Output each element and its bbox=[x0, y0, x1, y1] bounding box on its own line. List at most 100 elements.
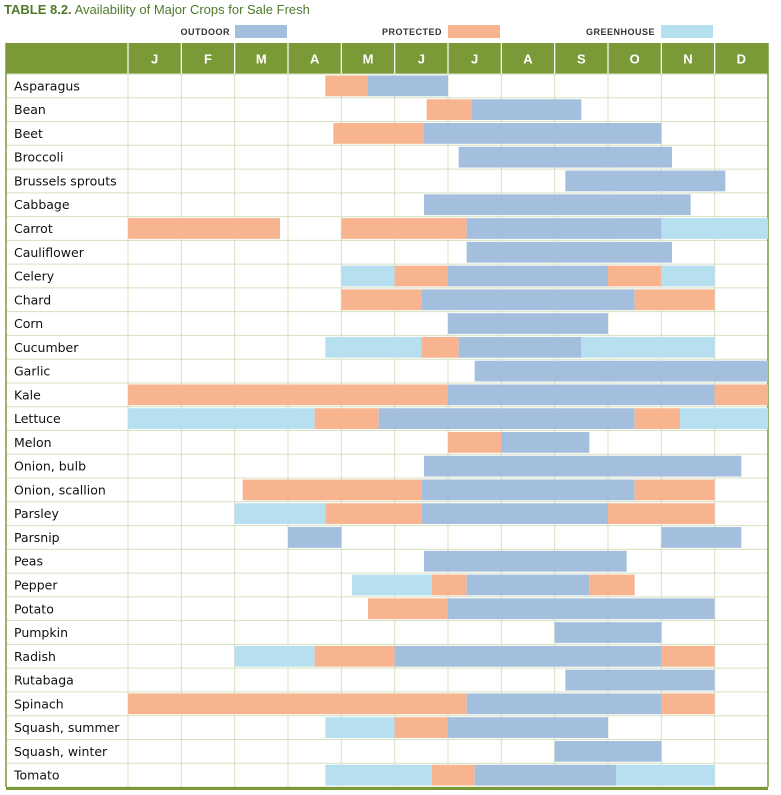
availability-bar bbox=[458, 336, 582, 358]
crop-label: Peas bbox=[14, 554, 43, 569]
availability-bar bbox=[341, 265, 395, 287]
availability-bar bbox=[474, 360, 768, 382]
availability-bar bbox=[333, 123, 424, 144]
availability-bar bbox=[661, 265, 715, 287]
table-caption: Availability of Major Crops for Sale Fre… bbox=[74, 2, 310, 17]
availability-bar bbox=[424, 123, 662, 144]
availability-bar bbox=[554, 740, 662, 762]
month-label-5: M bbox=[363, 52, 374, 67]
crop-label: Broccoli bbox=[14, 150, 63, 165]
availability-bar bbox=[128, 693, 467, 715]
availability-bar bbox=[352, 574, 432, 596]
month-label-7: J bbox=[471, 52, 478, 67]
crop-label: Melon bbox=[14, 435, 52, 450]
availability-bar bbox=[325, 336, 422, 358]
month-label-3: M bbox=[256, 52, 267, 67]
availability-bar bbox=[421, 479, 635, 501]
availability-bar bbox=[661, 645, 715, 667]
availability-bar bbox=[314, 645, 395, 667]
crop-label: Chard bbox=[14, 292, 51, 307]
availability-bar bbox=[432, 764, 475, 786]
availability-bar bbox=[466, 693, 662, 715]
legend-protected-label: PROTECTED bbox=[381, 27, 442, 37]
crop-label: Tomato bbox=[13, 768, 60, 783]
crop-label: Spinach bbox=[14, 696, 64, 711]
availability-bar bbox=[314, 408, 379, 429]
availability-bar bbox=[341, 218, 467, 239]
availability-bar bbox=[448, 313, 608, 334]
crop-label: Onion, bulb bbox=[14, 459, 86, 474]
crop-label: Kale bbox=[14, 387, 41, 402]
availability-bar bbox=[661, 218, 768, 239]
availability-bar bbox=[554, 622, 662, 643]
crop-label: Rutabaga bbox=[14, 673, 74, 688]
availability-bar bbox=[501, 432, 590, 453]
crop-label: Pumpkin bbox=[14, 625, 68, 640]
availability-bar bbox=[421, 503, 608, 525]
month-label-9: S bbox=[577, 52, 586, 67]
table-number: TABLE 8.2. bbox=[4, 2, 72, 17]
month-label-6: J bbox=[418, 52, 425, 67]
crop-label: Lettuce bbox=[14, 411, 61, 426]
crop-label: Parsnip bbox=[14, 530, 60, 545]
availability-bar bbox=[325, 764, 432, 786]
availability-bar bbox=[368, 75, 448, 97]
availability-bar bbox=[325, 503, 422, 525]
availability-bar bbox=[714, 384, 768, 406]
availability-bar bbox=[474, 764, 616, 786]
crop-label: Asparagus bbox=[14, 78, 80, 93]
availability-bar bbox=[242, 479, 422, 501]
header-band bbox=[6, 43, 768, 74]
availability-bar bbox=[448, 265, 608, 287]
table-bottom-rule bbox=[6, 787, 768, 790]
availability-bar bbox=[634, 289, 715, 311]
availability-bar bbox=[378, 408, 635, 429]
availability-bar bbox=[128, 408, 315, 429]
availability-bar bbox=[234, 645, 315, 667]
legend-outdoor-label: OUTDOOR bbox=[180, 27, 230, 37]
availability-bar bbox=[565, 669, 715, 691]
legend-outdoor-swatch bbox=[235, 25, 287, 38]
month-label-8: A bbox=[523, 52, 533, 67]
crop-label: Cauliflower bbox=[14, 245, 85, 260]
availability-bar bbox=[368, 598, 448, 620]
availability-bar bbox=[128, 384, 448, 406]
availability-bar bbox=[472, 99, 582, 121]
month-label-4: A bbox=[310, 52, 320, 67]
crop-label: Parsley bbox=[14, 506, 59, 521]
availability-bar bbox=[608, 503, 715, 525]
availability-bar bbox=[589, 574, 635, 596]
crop-label: Squash, winter bbox=[14, 744, 108, 759]
crop-label: Bean bbox=[14, 102, 46, 117]
availability-bar bbox=[466, 574, 590, 596]
crop-label: Brussels sprouts bbox=[14, 173, 117, 188]
availability-bar bbox=[341, 289, 422, 311]
month-label-10: O bbox=[630, 52, 640, 67]
availability-bar bbox=[680, 408, 768, 429]
legend-greenhouse-label: GREENHOUSE bbox=[585, 27, 655, 37]
month-label-12: D bbox=[737, 52, 746, 67]
availability-bar bbox=[394, 645, 662, 667]
availability-bar bbox=[661, 693, 715, 715]
availability-bar bbox=[325, 717, 395, 738]
crop-label: Carrot bbox=[14, 221, 53, 236]
month-label-2: F bbox=[204, 52, 212, 67]
availability-bar bbox=[466, 241, 672, 263]
availability-bar bbox=[634, 479, 715, 501]
availability-bar bbox=[448, 717, 608, 738]
crop-label: Garlic bbox=[14, 364, 50, 379]
crop-label: Corn bbox=[14, 316, 43, 331]
availability-bar bbox=[394, 717, 448, 738]
availability-bar bbox=[616, 764, 715, 786]
month-label-11: N bbox=[683, 52, 692, 67]
availability-bar bbox=[421, 336, 459, 358]
availability-bar bbox=[432, 574, 467, 596]
legend-greenhouse-swatch bbox=[661, 25, 713, 38]
availability-bar bbox=[448, 384, 715, 406]
availability-bar bbox=[448, 432, 502, 453]
crop-label: Radish bbox=[14, 649, 56, 664]
crop-label: Beet bbox=[14, 126, 43, 141]
availability-bar bbox=[634, 408, 680, 429]
crop-label: Onion, scallion bbox=[14, 482, 106, 497]
